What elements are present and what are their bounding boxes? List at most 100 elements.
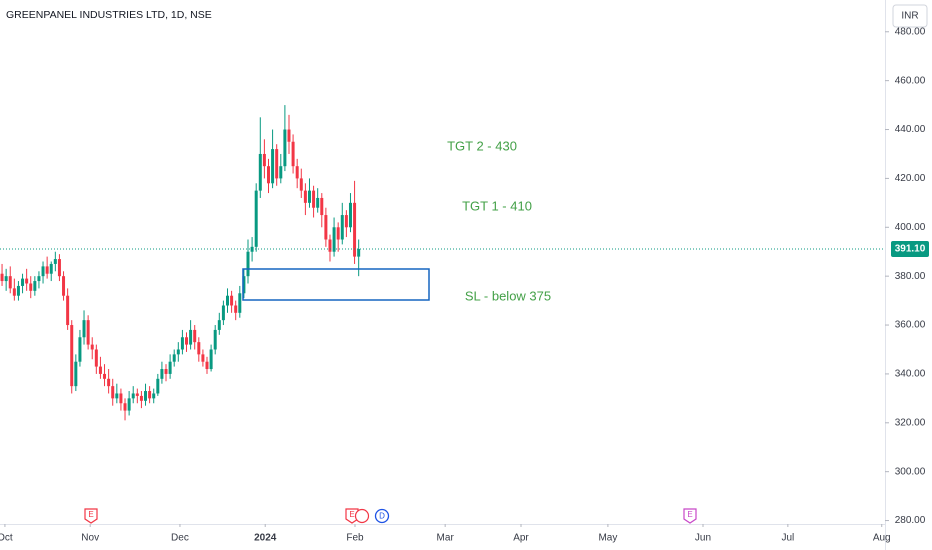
candle-body [332, 227, 336, 252]
candle-body [62, 276, 66, 296]
candle-body [197, 342, 201, 355]
candle-body [303, 190, 307, 203]
candle-body [123, 403, 127, 411]
candle-body [213, 329, 217, 350]
candle-body [148, 391, 152, 399]
candle-body [49, 263, 53, 274]
candle-body [21, 278, 25, 286]
candle-body [283, 129, 287, 167]
candle-body [193, 329, 197, 343]
x-tick-label: Oct [0, 533, 13, 544]
x-tick-label: Jun [695, 533, 711, 544]
earnings-marker [683, 508, 697, 524]
candle-body [90, 344, 94, 350]
split-marker [354, 508, 370, 524]
candle-body [238, 293, 242, 313]
annotation: TGT 2 - 430 [447, 138, 517, 153]
x-tick-label: Mar [437, 533, 455, 544]
candle-body [291, 141, 295, 167]
candle-body [160, 369, 164, 379]
candle-body [164, 369, 168, 374]
candle-body [299, 178, 303, 191]
candle-body [131, 393, 135, 399]
y-tick-label: 320.00 [895, 417, 926, 428]
candle-body [262, 153, 266, 167]
candle-body [226, 295, 230, 306]
candle-body [25, 278, 29, 284]
x-tick-label: Nov [81, 533, 99, 544]
candle-body [176, 349, 180, 355]
y-tick-label: 300.00 [895, 466, 926, 477]
x-tick-label: Dec [171, 533, 189, 544]
earnings-marker [84, 508, 98, 524]
candle-body [74, 361, 78, 387]
chart-title: GREENPANEL INDUSTRIES LTD, 1D, NSE [6, 9, 212, 21]
candle-body [180, 337, 184, 350]
y-tick-label: 480.00 [895, 26, 926, 37]
x-tick-label: May [598, 533, 617, 544]
candle-body [115, 393, 119, 399]
candle-body [103, 373, 107, 379]
candle-body [127, 398, 131, 411]
candle-body [37, 276, 41, 282]
candle-body [139, 395, 143, 401]
candle-body [271, 149, 275, 184]
candle-body [279, 166, 283, 179]
candle-body [295, 166, 299, 179]
candle-body [209, 349, 213, 370]
candle-body [258, 153, 262, 191]
candle-body [168, 361, 172, 374]
event-label: E [88, 510, 93, 519]
candle-body [107, 378, 111, 387]
last-price-label: 391.10 [895, 244, 926, 255]
dividend-marker [374, 508, 390, 524]
last-price-tag [891, 241, 929, 258]
candle-body [266, 166, 270, 184]
candle-body [287, 129, 291, 142]
candle-body [340, 215, 344, 240]
candle-body [4, 276, 8, 282]
candle-body [336, 227, 340, 240]
currency-button[interactable] [892, 4, 928, 28]
candle-body [348, 202, 352, 228]
candle-body [94, 349, 98, 367]
candle-body [307, 190, 311, 203]
candle-body [242, 276, 246, 294]
event-label: E [687, 510, 692, 519]
candle-body [78, 337, 82, 362]
candle-body [234, 305, 238, 313]
candle-body [12, 288, 16, 296]
candle-body [316, 197, 320, 208]
x-tick-label: 2024 [254, 533, 277, 544]
currency-label[interactable]: INR [901, 11, 918, 22]
candle-body [57, 259, 61, 277]
candle-body [312, 190, 316, 208]
candle-body [144, 391, 148, 401]
candle-body [324, 215, 328, 240]
candle-body [205, 361, 209, 370]
x-tick-label: Apr [513, 533, 529, 544]
y-tick-label: 400.00 [895, 222, 926, 233]
y-tick-label: 460.00 [895, 75, 926, 86]
candle-body [189, 329, 193, 345]
event-label: D [379, 512, 385, 521]
y-tick-label: 380.00 [895, 271, 926, 282]
y-tick-label: 280.00 [895, 515, 926, 526]
candle-body [70, 325, 74, 387]
y-tick-label: 340.00 [895, 369, 926, 380]
y-tick-label: 440.00 [895, 124, 926, 135]
candle-body [357, 249, 361, 257]
candle-body [230, 295, 234, 306]
candle-body [135, 393, 139, 396]
candle-body [172, 354, 176, 362]
candle-body [0, 273, 4, 282]
candle-body [8, 276, 12, 289]
candle-body [275, 149, 279, 179]
candle-body [344, 215, 348, 228]
candle-body [86, 320, 90, 345]
candle-body [33, 281, 37, 291]
candle-body [201, 354, 205, 362]
annotation: SL - below 375 [465, 288, 551, 303]
